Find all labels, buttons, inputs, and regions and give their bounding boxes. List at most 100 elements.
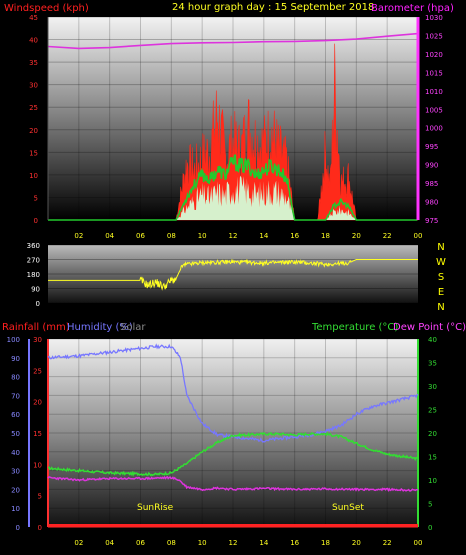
- temp-y-tick-label: 35: [428, 360, 437, 368]
- baro-y-tick-label: 1015: [425, 69, 443, 77]
- wind-x-tick-label: 12: [229, 232, 238, 240]
- humidity-y-tick-label: 20: [11, 486, 20, 494]
- humidity-y-tick-label: 80: [11, 374, 20, 382]
- solar-axis-title: Solar: [120, 322, 146, 333]
- wind-x-tick-label: 16: [290, 232, 299, 240]
- temp-y-tick-label: 30: [428, 383, 437, 391]
- rain-y-tick-label: 0: [38, 524, 42, 532]
- compass-label: E: [438, 287, 444, 298]
- baro-y-tick-label: 975: [425, 217, 438, 225]
- wind-x-tick-label: 04: [105, 232, 114, 240]
- direction-series: [48, 258, 418, 291]
- temp-y-tick-label: 10: [428, 477, 437, 485]
- temperature-line: [48, 431, 419, 477]
- wind-x-tick-label: 00: [414, 232, 423, 240]
- wind-x-tick-label: 02: [74, 232, 83, 240]
- direction-y-tick-label: 270: [27, 257, 40, 265]
- humidity-y-tick-label: 70: [11, 392, 20, 400]
- direction-plot-area: [48, 245, 418, 303]
- compass-label: N: [437, 242, 444, 253]
- direction-y-tick-label: 180: [27, 271, 40, 279]
- temp-x-tick-label: 04: [105, 539, 114, 547]
- baro-y-tick-label: 980: [425, 199, 438, 207]
- baro-y-tick-label: 1010: [425, 88, 443, 96]
- temp-y-tick-label: 15: [428, 454, 437, 462]
- temp-x-tick-label: 22: [383, 539, 392, 547]
- temp-x-tick-label: 06: [136, 539, 145, 547]
- direction-y-tick-label: 360: [27, 242, 40, 250]
- dewpoint-axis-title: Dew Point (°C): [393, 322, 466, 333]
- wind-gust-line: [48, 154, 418, 221]
- temp-x-tick-label: 16: [290, 539, 299, 547]
- baro-y-ticks: 975 980 985 990 995 1000 1005 1010 1015 1020 1025 1…: [425, 14, 443, 225]
- wind-direction-line: [48, 258, 418, 291]
- temp-x-tick-label: 10: [198, 539, 207, 547]
- wind-y-tick-label: 5: [34, 194, 38, 202]
- rain-y-tick-label: 20: [33, 399, 42, 407]
- sunrise-label: SunRise: [137, 503, 174, 513]
- humidity-y-tick-label: 50: [11, 430, 20, 438]
- wind-y-tick-label: 35: [29, 59, 38, 67]
- temp-y-tick-label: 40: [428, 336, 437, 344]
- humidity-axis-title: Humidity (%): [67, 322, 133, 333]
- temp-x-tick-label: 00: [414, 539, 423, 547]
- wind-x-tick-label: 20: [352, 232, 361, 240]
- wind-x-tick-label: 22: [383, 232, 392, 240]
- wind-y-tick-label: 30: [29, 82, 38, 90]
- baro-y-tick-label: 1005: [425, 106, 443, 114]
- rain-y-tick-label: 30: [33, 336, 42, 344]
- temp-y-tick-label: 0: [428, 524, 432, 532]
- wind-x-tick-label: 06: [136, 232, 145, 240]
- humidity-y-tick-label: 40: [11, 449, 20, 457]
- sunset-label: SunSet: [332, 503, 364, 513]
- wind-y-tick-label: 40: [29, 37, 38, 45]
- temp-y-tick-label: 25: [428, 407, 437, 415]
- wind-x-tick-label: 08: [167, 232, 176, 240]
- temp-plot-area: [48, 339, 418, 527]
- wind-y-tick-label: 0: [34, 217, 38, 225]
- wind-y-tick-label: 20: [29, 127, 38, 135]
- rain-y-tick-label: 5: [38, 493, 42, 501]
- dewpoint-line: [47, 475, 419, 492]
- baro-y-tick-label: 990: [425, 162, 438, 170]
- humidity-y-tick-label: 0: [16, 524, 20, 532]
- humidity-y-tick-label: 90: [11, 355, 20, 363]
- wind-x-tick-label: 14: [259, 232, 268, 240]
- baro-y-tick-label: 1025: [425, 32, 443, 40]
- wind-average-area: [48, 175, 418, 220]
- temp-x-tick-label: 18: [321, 539, 330, 547]
- humidity-y-tick-label: 60: [11, 411, 20, 419]
- temp-x-tick-label: 20: [352, 539, 361, 547]
- rain-y-ticks: 0 5 10 15 20 25 30: [33, 336, 42, 532]
- humidity-y-tick-label: 100: [7, 336, 20, 344]
- humidity-y-tick-label: 30: [11, 468, 20, 476]
- wind-x-tick-label: 18: [321, 232, 330, 240]
- wind-x-tick-label: 10: [198, 232, 207, 240]
- temperature-axis-title: Temperature (°C): [311, 322, 398, 333]
- baro-axis-title: Barometer (hpa): [371, 3, 454, 14]
- chart-title: 24 hour graph day : 15 September 2018: [172, 2, 374, 13]
- baro-y-tick-label: 995: [425, 143, 438, 151]
- temp-panel: 0 10 20 30 40 50 60 70 80 90 100 0 5 10 15 20 25 30 0 5 10…: [7, 336, 437, 547]
- rain-baseline-bar: [48, 524, 418, 527]
- wind-y-tick-label: 25: [29, 104, 38, 112]
- temp-x-tick-label: 14: [259, 539, 268, 547]
- temp-y-tick-label: 20: [428, 430, 437, 438]
- temp-y-tick-label: 5: [428, 501, 432, 509]
- wind-y-tick-label: 15: [29, 149, 38, 157]
- compass-label: W: [436, 257, 446, 268]
- wind-axis-title: Windspeed (kph): [4, 3, 89, 14]
- compass-label: S: [438, 272, 444, 283]
- baro-y-tick-label: 1000: [425, 125, 443, 133]
- humidity-y-ticks: 0 10 20 30 40 50 60 70 80 90 100: [7, 336, 20, 532]
- baro-y-tick-label: 1020: [425, 51, 443, 59]
- rain-y-tick-label: 10: [33, 461, 42, 469]
- temp-x-tick-label: 08: [167, 539, 176, 547]
- compass-label: N: [437, 302, 444, 313]
- wind-y-tick-label: 45: [29, 14, 38, 22]
- rainfall-axis-title: Rainfall (mm): [2, 322, 70, 333]
- baro-y-tick-label: 1030: [425, 14, 443, 22]
